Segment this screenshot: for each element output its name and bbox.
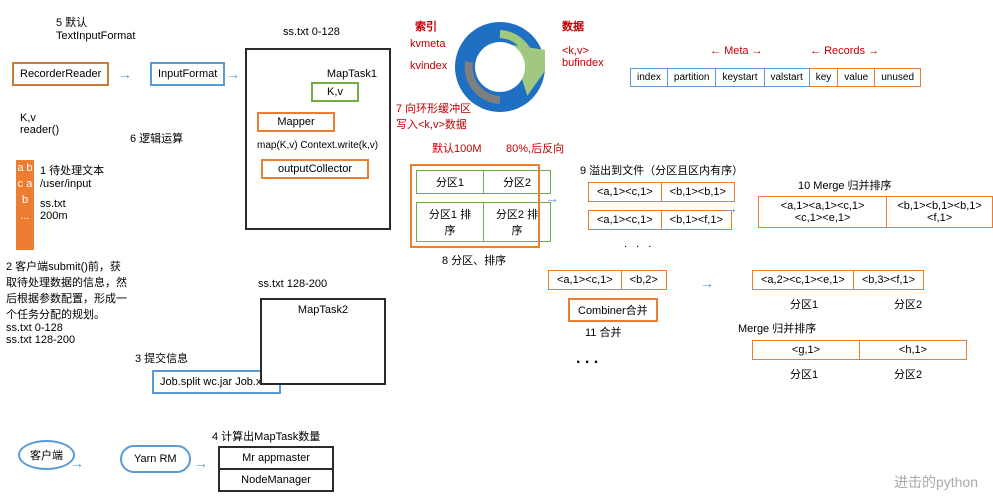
dots2: . . . <box>576 350 598 368</box>
legend-table: indexpartitionkeystartvalstart keyvalueu… <box>630 68 921 87</box>
mapper-box: Mapper <box>257 112 335 132</box>
oc-box: outputCollector <box>261 159 369 179</box>
input-format: InputFormat <box>150 62 225 86</box>
cmb-1: <a,1><c,1><b,2> <box>548 270 667 290</box>
arrow-icon: → <box>194 455 208 471</box>
arrow-icon: → <box>700 275 714 291</box>
maptask1-lbl: MapTask1 <box>253 68 377 80</box>
abc-bar: a b c a b ... <box>16 160 34 250</box>
merge-2b: <g,1><h,1> <box>752 340 967 360</box>
arrow-icon: → <box>724 200 738 216</box>
label-1: 1 待处理文本 /user/input <box>40 162 104 190</box>
spill-1: <a,1><c,1><b,1><b,1> <box>588 182 735 202</box>
shuju-lbl: 数据 <box>562 18 584 34</box>
mapkv-lbl: map(K,v) Context.write(k,v) <box>257 140 387 151</box>
label-6: 6 逻辑运算 <box>130 130 183 146</box>
kv-reader: K,v reader() <box>20 112 59 136</box>
p1-lbl-a: 分区1 <box>790 296 818 312</box>
label-9: 9 溢出到文件（分区且区内有序） <box>580 162 743 178</box>
p1-lbl-b: 分区1 <box>790 366 818 382</box>
arrow-icon: → <box>545 190 559 206</box>
label-7: 7 向环形缓冲区 写入<k,v>数据 <box>396 100 471 132</box>
label-3: 3 提交信息 <box>135 350 188 366</box>
label-5: 5 默认 TextInputFormat <box>56 14 135 42</box>
meta-lbl: ← Meta → <box>710 45 763 57</box>
sstxt2-hdr: ss.txt 128-200 <box>258 278 327 290</box>
label-11: 11 合并 <box>585 324 621 340</box>
label-2: 2 客户端submit()前，获 取待处理数据的信息，然 后根据参数配置，形成一… <box>6 258 127 346</box>
label-1b: ss.txt 200m <box>40 198 68 222</box>
spill-2: <a,1><c,1><b,1><f,1> <box>588 210 732 230</box>
arrow-icon: → <box>70 455 84 471</box>
pct80-lbl: 80%,后反向 <box>506 140 564 156</box>
label-10: 10 Merge 归并排序 <box>798 177 892 193</box>
suoyin-lbl: 索引 <box>415 18 437 34</box>
maptask1-box: ss.txt 0-128 MapTask1 K,v Mapper map(K,v… <box>245 48 391 230</box>
kvmeta-lbl: kvmeta <box>410 38 445 50</box>
merge-1: <a,1><a,1><c,1><c,1><e,1><b,1><b,1><b,1>… <box>758 196 993 228</box>
label-8: 8 分区、排序 <box>442 252 506 268</box>
client-oval: 客户端 <box>18 440 75 470</box>
records-lbl: ← Records → <box>810 45 879 57</box>
def100-lbl: 默认100M <box>432 140 482 156</box>
kv-box: K,v <box>311 82 359 102</box>
kvindex-lbl: kvindex <box>410 60 447 72</box>
kvbuf-lbl: <k,v> bufindex <box>562 45 604 69</box>
arrow-icon: → <box>118 66 132 82</box>
p2-lbl-b: 分区2 <box>894 366 922 382</box>
p2-lbl-a: 分区2 <box>894 296 922 312</box>
part-outer <box>410 164 540 248</box>
maptask2: MapTask2 <box>260 298 386 385</box>
merge-lbl-b: Merge 归并排序 <box>738 320 816 336</box>
appmaster: Mr appmaster <box>218 446 334 470</box>
watermark: 进击的python <box>894 472 978 492</box>
sstxt-hdr: ss.txt 0-128 <box>283 26 413 38</box>
merge-2a: <a,2><c,1><e,1><b,3><f,1> <box>752 270 924 290</box>
label-4: 4 计算出MapTask数量 <box>212 428 320 444</box>
ring-icon <box>455 22 545 112</box>
dots1: . . . <box>624 238 654 250</box>
combiner-box: Combiner合并 <box>568 298 658 322</box>
recorder-reader: RecorderReader <box>12 62 109 86</box>
yarn-cloud: Yarn RM <box>120 445 191 473</box>
arrow-icon: → <box>226 66 240 82</box>
nodemanager: NodeManager <box>218 468 334 492</box>
